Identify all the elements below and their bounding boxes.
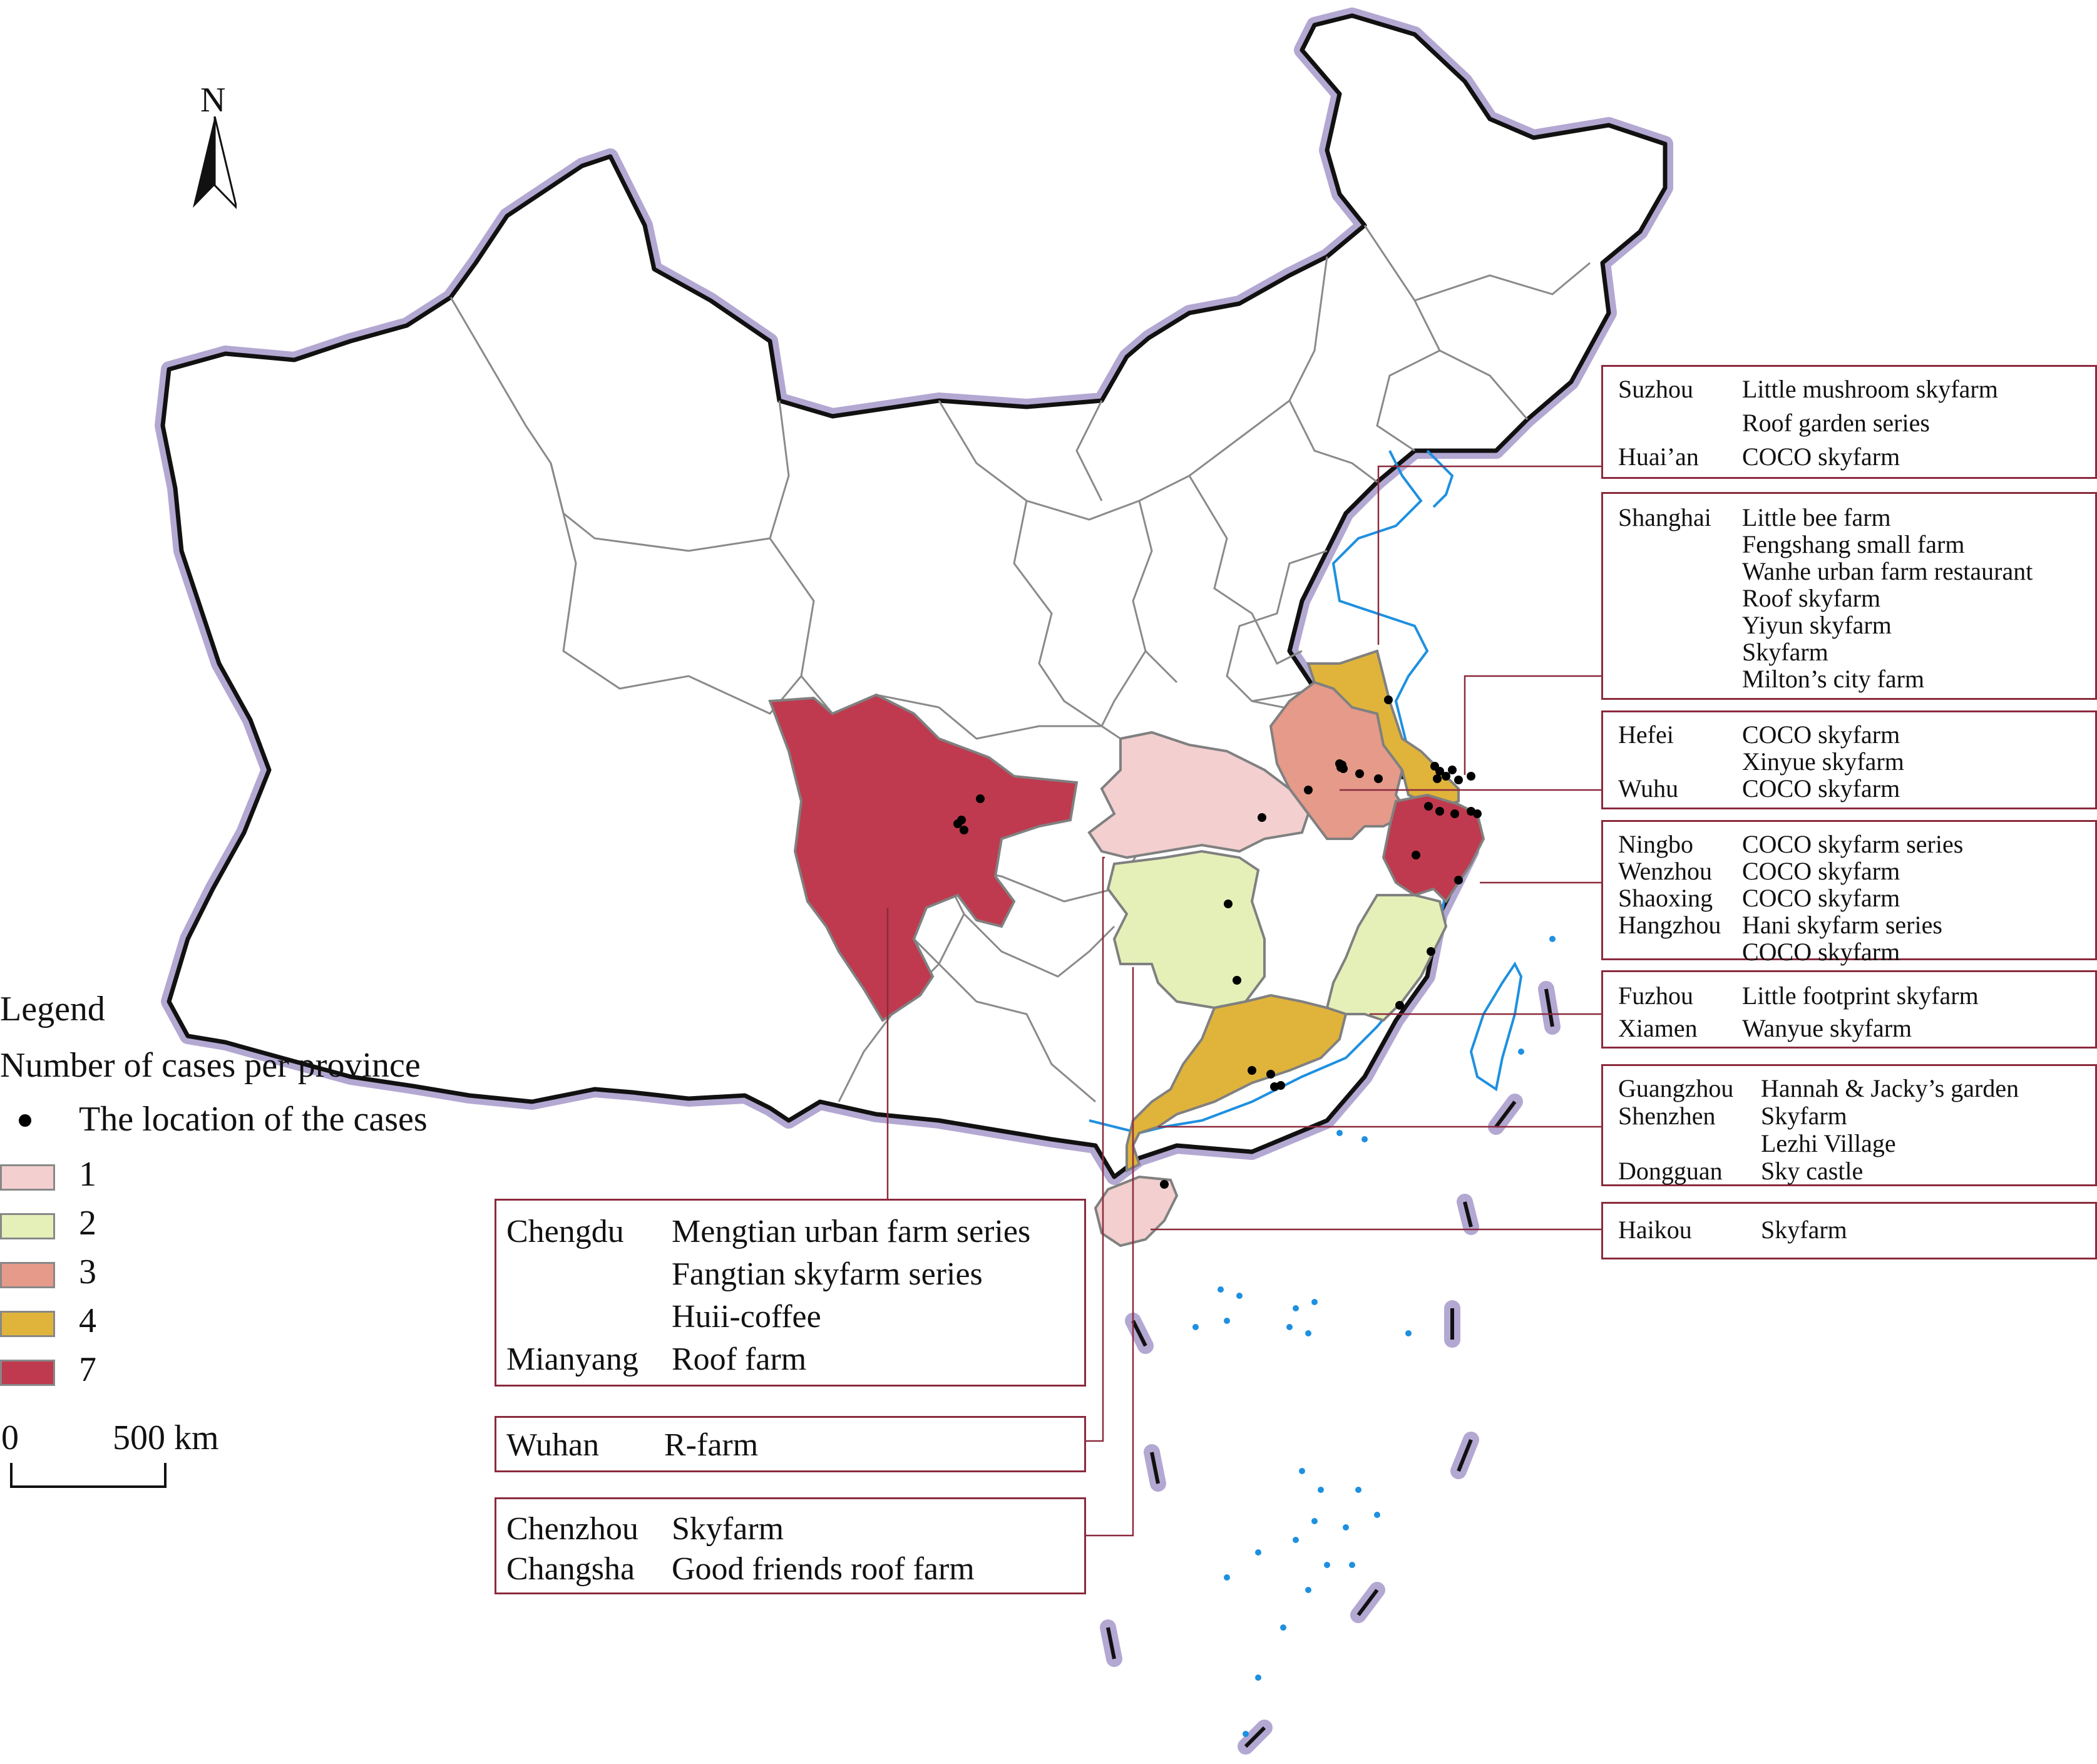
callout-farm: Skyfarm (1761, 1102, 1847, 1130)
callout-farm: Roof garden series (1742, 409, 1930, 437)
islands (1192, 936, 1556, 1737)
callout-farm: Lezhi Village (1761, 1129, 1896, 1157)
legend-swatch-4 (0, 1311, 55, 1337)
nine-dash-line (1100, 981, 1561, 1755)
legend-label-1: 1 (79, 1155, 96, 1194)
callout-farm: COCO skyfarm (1742, 884, 1900, 912)
callout-wuhan: Wuhan R-farm (495, 1416, 1086, 1472)
callout-farm: COCO skyfarm (1742, 857, 1900, 885)
callout-city: Chengdu (506, 1214, 624, 1249)
callout-city: Ningbo (1618, 830, 1693, 858)
province-jiangsu (1306, 649, 1460, 809)
callout-ningbo: Ningbo COCO skyfarm series Wenzhou COCO sky… (1601, 820, 2097, 966)
scale-end: 500 km (113, 1418, 219, 1457)
callout-city: Changsha (506, 1551, 635, 1587)
callout-city: Shanghai (1618, 503, 1711, 531)
callout-farm: Good friends roof farm (672, 1551, 975, 1587)
north-label: N (200, 81, 226, 120)
callout-farm: Xinyue skyfarm (1742, 747, 1904, 776)
callout-farm: Skyfarm (672, 1511, 784, 1547)
callout-hefei: Hefei COCO skyfarm Xinyue skyfarm Wuhu COCO … (1601, 710, 2097, 809)
callout-farm: Roof farm (672, 1341, 807, 1377)
legend-dot-label: The location of the cases (79, 1100, 428, 1139)
callout-farm: Hannah & Jacky’s garden (1761, 1074, 2019, 1102)
callout-farm: Little bee farm (1742, 503, 1891, 531)
callout-city: Shenzhen (1618, 1102, 1716, 1130)
legend-swatch-2 (0, 1213, 55, 1239)
legend-dot-icon (19, 1114, 31, 1127)
callout-farm: Roof skyfarm (1742, 584, 1881, 612)
legend-title: Legend (0, 990, 105, 1028)
legend-label-7: 7 (79, 1350, 96, 1389)
callout-city: Guangzhou (1618, 1074, 1734, 1102)
callout-fuzhou: Fuzhou Little footprint skyfarm Xiamen Wany… (1601, 970, 2097, 1049)
callout-farm: Yiyun skyfarm (1742, 611, 1892, 639)
callout-guangzhou: Guangzhou Hannah & Jacky’s garden Shenzhen… (1601, 1064, 2097, 1186)
callout-farm: Hani skyfarm series (1742, 911, 1942, 939)
callout-farm: Wanhe urban farm restaurant (1742, 557, 2033, 585)
callout-shanghai: Shanghai Little bee farm Fengshang small f… (1601, 492, 2097, 700)
callout-city: Wuhan (506, 1427, 600, 1463)
legend-subtitle: Number of cases per province (0, 1046, 421, 1085)
leader-lines (886, 465, 1601, 1537)
callout-farm: Skyfarm (1761, 1216, 1847, 1244)
legend-swatch-3 (0, 1262, 55, 1288)
callout-farm: Little mushroom skyfarm (1742, 375, 1998, 403)
callout-suzhou: Suzhou Little mushroom skyfarm Roof garden… (1601, 365, 2097, 479)
legend-swatch-1 (0, 1164, 55, 1191)
filled-provinces (768, 649, 1485, 1248)
callout-farm: Sky castle (1761, 1157, 1864, 1185)
callout-city: Huai’an (1618, 443, 1699, 471)
callout-farm: R-farm (664, 1427, 759, 1463)
callout-farm: Skyfarm (1742, 638, 1828, 666)
callout-city: Hefei (1618, 720, 1674, 749)
callout-farm: Fengshang small farm (1742, 530, 1965, 558)
callout-farm: Little footprint skyfarm (1742, 982, 1979, 1010)
callout-city: Mianyang (506, 1341, 638, 1377)
callout-farm: Mengtian urban farm series (672, 1214, 1031, 1249)
scale-line (10, 1463, 167, 1488)
province-hubei (1087, 731, 1310, 859)
callout-farm: COCO skyfarm (1742, 443, 1900, 471)
callout-city: Fuzhou (1618, 982, 1693, 1010)
callout-farm: Milton’s city farm (1742, 665, 1925, 693)
north-arrow-icon (193, 116, 237, 210)
callout-farm: COCO skyfarm (1742, 774, 1900, 803)
scale-start: 0 (1, 1418, 19, 1457)
callout-city: Wenzhou (1618, 857, 1713, 885)
callout-farm: Fangtian skyfarm series (672, 1256, 983, 1292)
callout-city: Hangzhou (1618, 911, 1721, 939)
national-border (155, 8, 1673, 1185)
legend-swatch-7 (0, 1360, 55, 1386)
callout-haikou: Haikou Skyfarm (1601, 1202, 2097, 1259)
callout-farm: COCO skyfarm series (1742, 830, 1964, 858)
callout-city: Chenzhou (506, 1511, 638, 1547)
province-fujian (1325, 894, 1448, 1022)
callout-farm: COCO skyfarm (1742, 720, 1900, 749)
province-zhejiang (1382, 793, 1485, 904)
callout-farm: Wanyue skyfarm (1742, 1014, 1912, 1042)
case-locations (953, 695, 1482, 1189)
legend-label-3: 3 (79, 1253, 96, 1291)
legend-label-2: 2 (79, 1204, 96, 1243)
province-sichuan (768, 693, 1079, 1022)
legend-label-4: 4 (79, 1301, 96, 1340)
callout-city: Wuhu (1618, 774, 1679, 803)
callout-city: Xiamen (1618, 1014, 1698, 1042)
callout-chengdu: Chengdu Mengtian urban farm series Fangtia… (495, 1199, 1086, 1387)
province-guangdong (1125, 993, 1348, 1173)
callout-city: Dongguan (1618, 1157, 1723, 1185)
callout-city: Suzhou (1618, 375, 1693, 403)
callout-city: Haikou (1618, 1216, 1692, 1244)
callout-farm: Huii-coffee (672, 1299, 821, 1335)
callout-city: Shaoxing (1618, 884, 1713, 912)
callout-farm: COCO skyfarm (1742, 938, 1900, 966)
callout-changsha: Chenzhou Skyfarm Changsha Good friends roof… (495, 1497, 1086, 1594)
